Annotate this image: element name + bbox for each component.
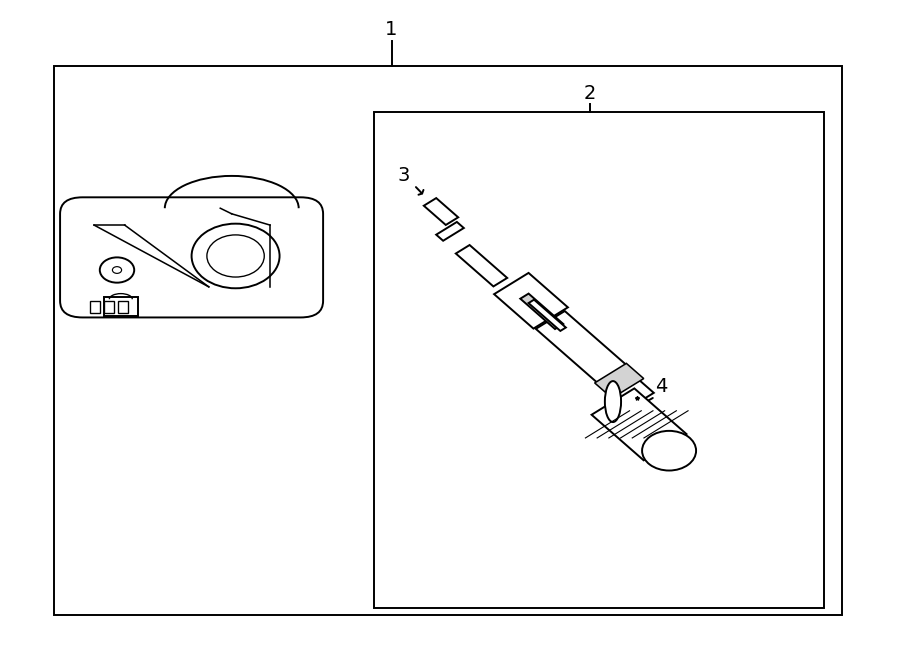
Polygon shape xyxy=(528,299,566,331)
FancyBboxPatch shape xyxy=(60,197,323,317)
Polygon shape xyxy=(436,222,464,241)
Ellipse shape xyxy=(112,266,122,274)
Polygon shape xyxy=(536,311,634,389)
Bar xyxy=(54,66,842,615)
Ellipse shape xyxy=(642,431,696,471)
Text: 3: 3 xyxy=(397,166,410,184)
Bar xyxy=(104,301,114,313)
Polygon shape xyxy=(494,273,568,329)
Ellipse shape xyxy=(207,235,265,277)
Ellipse shape xyxy=(192,223,280,288)
Polygon shape xyxy=(424,198,458,225)
Ellipse shape xyxy=(605,381,621,422)
Ellipse shape xyxy=(100,257,134,283)
Bar xyxy=(374,112,824,608)
Polygon shape xyxy=(616,380,653,408)
Text: 2: 2 xyxy=(583,85,596,103)
Polygon shape xyxy=(520,293,563,329)
Bar xyxy=(90,301,100,313)
Polygon shape xyxy=(104,297,138,317)
Text: 4: 4 xyxy=(655,377,668,396)
Bar xyxy=(118,301,128,313)
Polygon shape xyxy=(595,364,643,398)
Polygon shape xyxy=(591,389,687,460)
Polygon shape xyxy=(455,245,508,286)
Text: 1: 1 xyxy=(385,20,398,39)
